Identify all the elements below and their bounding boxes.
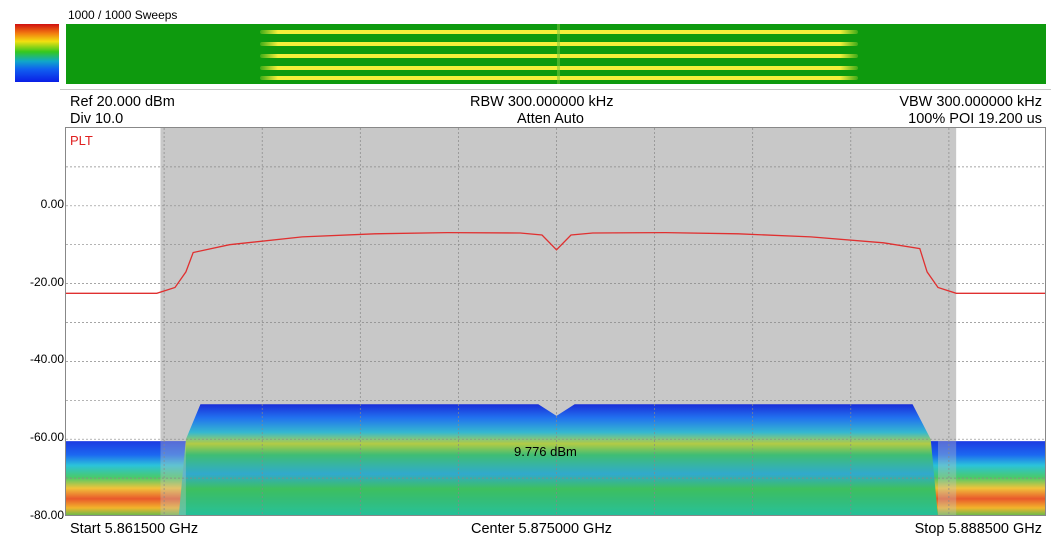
spectrum-trace xyxy=(66,231,1045,294)
divider xyxy=(60,89,1051,90)
spectrum-plot[interactable] xyxy=(65,127,1046,516)
spectrum-svg xyxy=(66,128,1045,515)
y-tick-label: -60.00 xyxy=(29,430,64,445)
band-overlay-left xyxy=(160,441,186,515)
sweep-count: 1000 / 1000 Sweeps xyxy=(68,8,178,22)
y-tick-label: -80.00 xyxy=(29,508,64,522)
rbw-value: RBW 300.000000 kHz xyxy=(470,94,614,110)
band-overlay-right xyxy=(938,441,957,515)
ref-level: Ref 20.000 dBm xyxy=(70,94,175,110)
div-scale: Div 10.0 xyxy=(70,111,124,127)
y-tick-label: -20.00 xyxy=(29,274,64,289)
signal-density xyxy=(178,404,938,515)
waterfall-notch xyxy=(557,24,560,84)
poi-value: 100% POI 19.200 us xyxy=(908,111,1042,127)
color-scale-bar xyxy=(15,24,59,82)
y-tick-label: 0.00 xyxy=(40,196,64,211)
trace-label: PLT xyxy=(70,133,93,148)
vbw-value: VBW 300.000000 kHz xyxy=(899,94,1042,110)
center-frequency: Center 5.875000 GHz xyxy=(471,521,613,537)
stop-frequency: Stop 5.888500 GHz xyxy=(914,521,1042,537)
marker-readout: 9.776 dBm xyxy=(514,444,577,459)
waterfall-display[interactable] xyxy=(66,24,1046,84)
start-frequency: Start 5.861500 GHz xyxy=(70,521,199,537)
atten-value: Atten Auto xyxy=(517,111,584,127)
y-tick-label: -40.00 xyxy=(29,352,64,367)
